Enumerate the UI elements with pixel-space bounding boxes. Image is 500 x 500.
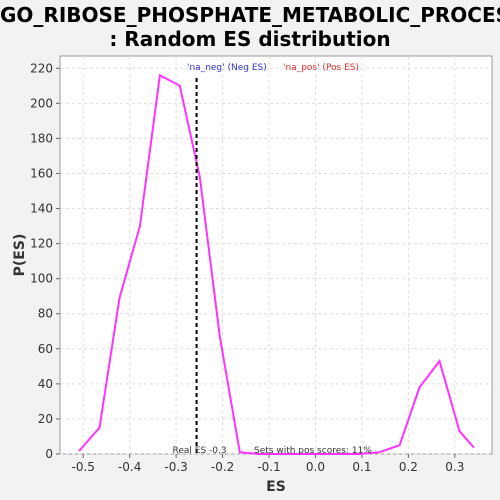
y-tick-label: 220 xyxy=(30,61,53,75)
series-layer xyxy=(78,73,475,455)
data-point xyxy=(118,296,121,299)
x-tick-label: 0.0 xyxy=(306,460,325,474)
data-point xyxy=(418,386,421,389)
data-point xyxy=(438,360,441,363)
data-point xyxy=(298,453,301,455)
x-tick-label: -0.5 xyxy=(72,460,95,474)
chart-subtitle: : Random ES distribution xyxy=(109,27,391,51)
chart-title: GO_RIBOSE_PHOSPHATE_METABOLIC_PROCESS xyxy=(0,3,500,27)
y-axis-label: P(ES) xyxy=(12,234,28,277)
legend-item-pos: 'na_pos' (Pos ES) xyxy=(283,63,359,73)
data-point xyxy=(358,453,361,455)
data-point xyxy=(138,225,141,228)
y-tick-label: 40 xyxy=(38,377,53,391)
pos-scores-annotation: Sets with pos scores: 11% xyxy=(254,446,372,456)
data-point xyxy=(398,444,401,447)
data-point xyxy=(338,453,341,455)
data-point xyxy=(378,451,381,454)
x-tick-label: -0.1 xyxy=(257,460,280,474)
data-point xyxy=(98,426,101,429)
data-point xyxy=(278,453,281,455)
data-point xyxy=(178,84,181,87)
x-tick-label: 0.2 xyxy=(399,460,418,474)
y-tick-label: 140 xyxy=(30,202,53,216)
x-tick-label: 0.1 xyxy=(352,460,371,474)
grid xyxy=(60,56,492,455)
y-tick-label: 60 xyxy=(38,342,53,356)
data-point xyxy=(238,451,241,454)
data-point xyxy=(158,74,161,77)
data-point xyxy=(218,335,221,338)
y-tick-label: 120 xyxy=(30,237,53,251)
data-point xyxy=(458,430,461,433)
y-tick-label: 180 xyxy=(30,131,53,145)
x-tick-label: -0.3 xyxy=(164,460,187,474)
y-tick-label: 0 xyxy=(45,447,53,461)
data-point xyxy=(78,449,81,452)
y-tick-label: 80 xyxy=(38,307,53,321)
real-es-label: Real ES -0.3 xyxy=(173,446,227,456)
x-tick-label: -0.4 xyxy=(118,460,141,474)
data-point xyxy=(472,445,475,448)
y-tick-label: 20 xyxy=(38,412,53,426)
data-point xyxy=(198,175,201,178)
x-tick-label: -0.2 xyxy=(211,460,234,474)
legend-item-neg: 'na_neg' (Neg ES) xyxy=(187,63,267,73)
x-tick-label: 0.3 xyxy=(445,460,464,474)
y-tick-label: 200 xyxy=(30,96,53,110)
data-point xyxy=(318,453,321,455)
legend: 'na_neg' (Neg ES) 'na_pos' (Pos ES) xyxy=(187,63,359,73)
plot-area xyxy=(59,55,493,455)
y-tick-label: 160 xyxy=(30,166,53,180)
data-point xyxy=(258,453,261,455)
axes: -0.5 -0.4 -0.3 -0.2 -0.1 0.0 0.1 0.2 0.3 0 20 40 60 8… xyxy=(30,61,464,474)
x-axis-label: ES xyxy=(266,479,286,495)
y-tick-label: 100 xyxy=(30,272,53,286)
